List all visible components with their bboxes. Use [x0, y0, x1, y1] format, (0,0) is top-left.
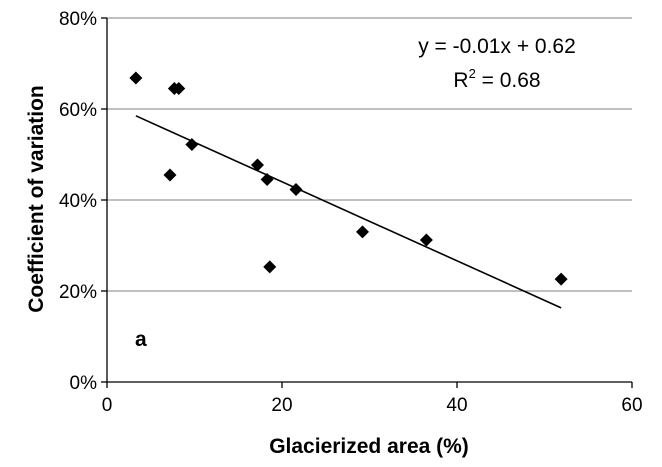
data-points [129, 71, 568, 286]
r-squared-superscript: 2 [469, 66, 476, 81]
data-point [263, 260, 277, 274]
r-squared-value: = 0.68 [476, 69, 541, 92]
data-point [356, 225, 369, 239]
data-point [172, 82, 186, 96]
data-point [419, 233, 433, 247]
y-tick-label: 40% [59, 191, 97, 212]
r-squared-prefix: R [453, 69, 468, 92]
x-tick-label: 0 [102, 395, 113, 416]
trendline [135, 115, 562, 309]
trendline-group [135, 115, 562, 309]
axes: 0% 20% 40% 60% 80% 0 20 40 60 [59, 9, 643, 416]
data-point [129, 71, 143, 85]
gridlines [107, 17, 632, 292]
data-point [251, 158, 264, 172]
r-squared-annotation: R2 = 0.68 [453, 66, 540, 92]
x-tick-label: 40 [446, 395, 467, 416]
data-point [289, 183, 303, 197]
y-tick-label: 20% [59, 282, 97, 303]
x-tick-label: 60 [621, 395, 642, 416]
y-axis-title: Coefficient of variation [25, 85, 48, 313]
data-point [163, 168, 177, 182]
y-tick-label: 60% [59, 100, 97, 121]
equation-annotation: y = -0.01x + 0.62 [418, 35, 576, 58]
y-tick-label: 80% [59, 9, 97, 30]
data-point [185, 137, 199, 151]
data-point [260, 173, 274, 187]
panel-label: a [135, 328, 147, 351]
x-axis-title: Glacierized area (%) [269, 435, 469, 458]
data-point [554, 272, 568, 286]
x-tick-label: 20 [271, 395, 292, 416]
y-tick-label: 0% [70, 373, 98, 394]
